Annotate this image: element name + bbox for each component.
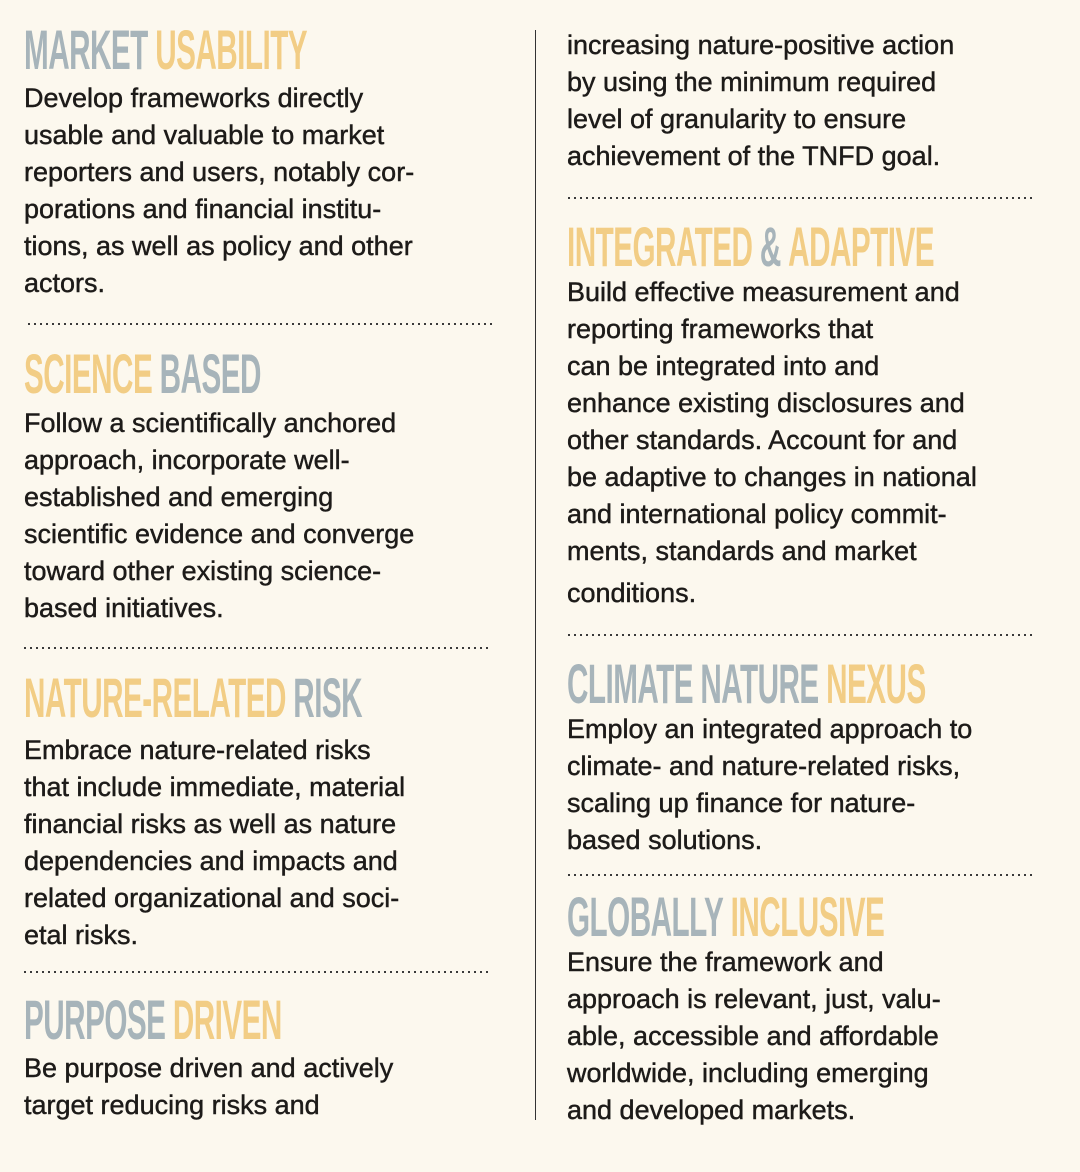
section-body-purpose-driven: Be purpose driven and actively target red… xyxy=(24,1050,394,1124)
heading-word: USABILITY xyxy=(155,18,308,81)
body-line: Develop frameworks directly xyxy=(24,83,364,113)
body-line: Employ an integrated approach to xyxy=(567,714,973,744)
body-line: be adaptive to changes in national xyxy=(567,462,977,492)
heading-word: SCIENCE xyxy=(24,342,153,405)
section-body-climate-nature-nexus: Employ an integrated approach to climate-… xyxy=(567,711,973,859)
body-line: able, accessible and affordable xyxy=(567,1021,939,1051)
section-heading-market-usability: MARKET USABILITY xyxy=(24,22,314,78)
dotted-separator xyxy=(568,874,1036,876)
dotted-separator xyxy=(28,323,494,325)
body-line: etal risks. xyxy=(24,920,139,950)
body-line: Build effective measurement and xyxy=(567,277,960,307)
body-line: Embrace nature-related risks xyxy=(24,735,371,765)
body-line: scaling up finance for nature- xyxy=(567,788,916,818)
body-line: scientific evidence and converge xyxy=(24,519,415,549)
body-line: approach is relevant, just, valu- xyxy=(567,984,941,1014)
heading-word: MARKET xyxy=(24,18,148,81)
body-line: porations and financial institu- xyxy=(24,194,382,224)
heading-word: NATURE xyxy=(700,652,819,715)
dotted-separator xyxy=(568,634,1036,636)
body-line: level of granularity to ensure xyxy=(567,104,907,134)
section-heading-climate-nature-nexus: CLIMATE NATURE NEXUS xyxy=(567,656,933,712)
section-body-science-based: Follow a scientifically anchored approach… xyxy=(24,405,415,627)
section-body-nature-related-risk: Embrace nature-related risks that include… xyxy=(24,732,406,954)
section-heading-globally-inclusive: GLOBALLY INCLUSIVE xyxy=(567,889,892,945)
dotted-separator xyxy=(24,971,490,973)
body-line: actors. xyxy=(24,268,106,298)
body-line: Follow a scientifically anchored xyxy=(24,408,397,438)
heading-word: ADAPTIVE xyxy=(788,215,935,278)
body-line: climate- and nature-related risks, xyxy=(567,751,961,781)
heading-word: INTEGRATED xyxy=(567,215,753,278)
body-line: related organizational and soci- xyxy=(24,883,400,913)
section-heading-integrated-adaptive: INTEGRATED & ADAPTIVE xyxy=(567,219,941,275)
body-line: established and emerging xyxy=(24,482,334,512)
section-body-market-usability: Develop frameworks directly usable and va… xyxy=(24,80,415,302)
body-line: usable and valuable to market xyxy=(24,120,385,150)
body-line: financial risks as well as nature xyxy=(24,809,397,839)
heading-word: BASED xyxy=(159,342,262,405)
body-line: enhance existing disclosures and xyxy=(567,388,965,418)
section-body-purpose-driven: increasing nature-positive action by usin… xyxy=(567,27,955,175)
body-line: and developed markets. xyxy=(567,1095,856,1125)
section-heading-science-based: SCIENCE BASED xyxy=(24,346,268,402)
heading-word: NEXUS xyxy=(826,652,926,715)
section-body-globally-inclusive: Ensure the framework and approach is rele… xyxy=(567,944,941,1129)
body-line: target reducing risks and xyxy=(24,1090,320,1120)
heading-word: PURPOSE xyxy=(24,988,166,1051)
column-divider xyxy=(535,30,536,1120)
heading-word: CLIMATE xyxy=(567,652,694,715)
body-line: dependencies and impacts and xyxy=(24,846,398,876)
body-line: reporting frameworks that xyxy=(567,314,874,344)
heading-word: RISK xyxy=(293,666,363,729)
body-line: conditions. xyxy=(567,578,697,608)
heading-word: INCLUSIVE xyxy=(730,885,885,948)
dotted-separator xyxy=(24,647,490,649)
body-line: based solutions. xyxy=(567,825,763,855)
section-heading-nature-related-risk: NATURE-RELATED RISK xyxy=(24,670,370,726)
body-line: increasing nature-positive action xyxy=(567,30,955,60)
body-line: Ensure the framework and xyxy=(567,947,884,977)
body-line: toward other existing science- xyxy=(24,556,382,586)
dotted-separator xyxy=(568,197,1036,199)
heading-word: DRIVEN xyxy=(172,988,282,1051)
section-heading-purpose-driven: PURPOSE DRIVEN xyxy=(24,992,289,1048)
body-line: other standards. Account for and xyxy=(567,425,958,455)
body-line: and international policy commit- xyxy=(567,499,947,529)
body-line: Be purpose driven and actively xyxy=(24,1053,394,1083)
body-line: approach, incorporate well- xyxy=(24,445,350,475)
body-line: tions, as well as policy and other xyxy=(24,231,413,261)
body-line: ments, standards and market xyxy=(567,536,917,566)
body-line: worldwide, including emerging xyxy=(567,1058,929,1088)
heading-word: & xyxy=(759,215,781,278)
section-body-integrated-adaptive: Build effective measurement and reporting… xyxy=(567,274,977,612)
body-line: achievement of the TNFD goal. xyxy=(567,141,941,171)
body-line: reporters and users, notably cor- xyxy=(24,157,415,187)
body-line: by using the minimum required xyxy=(567,67,937,97)
body-line: can be integrated into and xyxy=(567,351,880,381)
heading-word: NATURE-RELATED xyxy=(24,666,286,729)
body-line: that include immediate, material xyxy=(24,772,406,802)
heading-word: GLOBALLY xyxy=(567,885,724,948)
body-line: based initiatives. xyxy=(24,593,224,623)
